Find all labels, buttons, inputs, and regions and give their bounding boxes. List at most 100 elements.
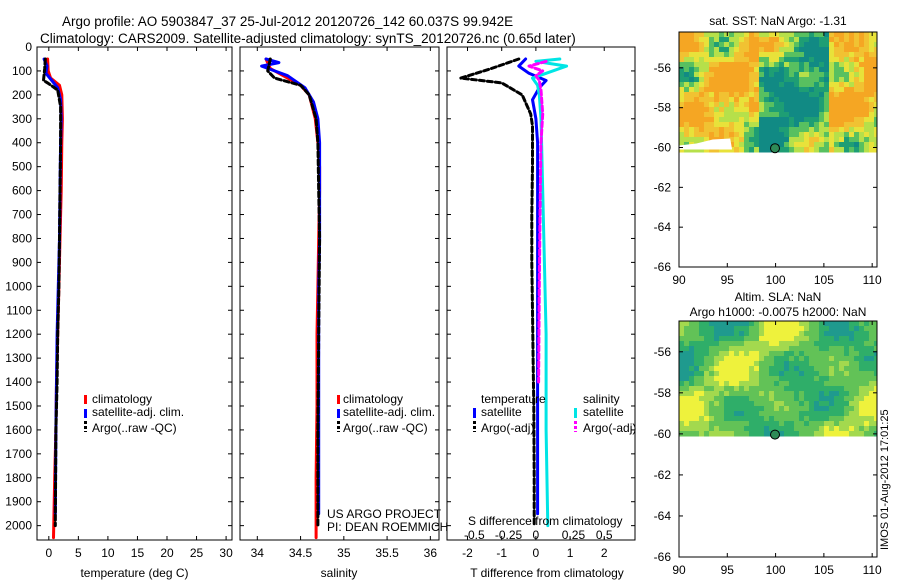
sst-map-cell [754, 142, 760, 148]
sst-map-cell [709, 37, 715, 43]
sst-map-cell [834, 52, 840, 58]
sla-map-cell [849, 426, 855, 432]
sla-map-cell [749, 361, 755, 367]
sst-map-cell [724, 42, 730, 48]
sla-map-cell [809, 426, 815, 432]
sla-map-cell [819, 381, 825, 387]
sst-map-cell [679, 112, 685, 118]
sla-map-cell [819, 411, 825, 417]
sla-map-cell [784, 371, 790, 377]
sla-map-cell [859, 346, 865, 352]
sst-map-cell [799, 112, 805, 118]
sla-map-cell [759, 376, 765, 382]
sla-map-cell [699, 376, 705, 382]
sla-map-cell [699, 416, 705, 422]
sst-map-cell [739, 82, 745, 88]
sst-map-cell [684, 82, 690, 88]
sla-map-cell [724, 406, 730, 412]
sla-map-cell [774, 361, 780, 367]
sla-map-cell [859, 391, 865, 397]
sst-map-cell [769, 87, 775, 93]
sst-map-cell [844, 102, 850, 108]
sst-map-cell [749, 107, 755, 113]
sst-map-cell [784, 77, 790, 83]
sst-map-cell [754, 122, 760, 128]
sla-map-cell [774, 331, 780, 337]
sla-map-cell [769, 416, 775, 422]
sla-map-cell [809, 351, 815, 357]
sst-map-cell [799, 137, 805, 143]
sst-map-cell [754, 52, 760, 58]
sst-map-cell [709, 122, 715, 128]
sst-map-cell [684, 112, 690, 118]
sst-map-cell [764, 82, 770, 88]
sst-map-cell [849, 57, 855, 63]
sst-map-cell [699, 97, 705, 103]
sst-map-cell [749, 102, 755, 108]
sst-map-cell [874, 57, 877, 63]
sst-map-cell [854, 47, 860, 53]
sla-map-cell [784, 416, 790, 422]
sst-map-cell [814, 67, 820, 73]
sla-map-cell [704, 371, 710, 377]
sst-map-cell [734, 57, 740, 63]
sst-map-cell [854, 32, 860, 38]
sst-map-cell [694, 122, 700, 128]
sla-map-cell [744, 381, 750, 387]
sla-map-cell [874, 396, 877, 402]
sla-map-cell [804, 396, 810, 402]
sla-map-cell [854, 331, 860, 337]
sst-map-cell [839, 32, 845, 38]
sla-map-cell [729, 421, 735, 427]
sla-map-cell [764, 406, 770, 412]
sst-map-cell [859, 37, 865, 43]
sla-map-cell [794, 341, 800, 347]
sla-map-cell [849, 381, 855, 387]
sst-map-cell [739, 122, 745, 128]
sst-map-cell [794, 127, 800, 133]
sst-map-cell [714, 37, 720, 43]
sst-map-cell [749, 137, 755, 143]
sst-map-cell [689, 87, 695, 93]
sla-map-cell [699, 366, 705, 372]
sla-map-cell [774, 426, 780, 432]
sla-map-cell [769, 346, 775, 352]
sst-map-cell [859, 52, 865, 58]
sst-map-cell [704, 37, 710, 43]
sst-map-xtick-label: 95 [721, 273, 735, 287]
sst-map-cell [799, 127, 805, 133]
sst-map-cell [829, 102, 835, 108]
sla-map-cell [709, 346, 715, 352]
sla-map-cell [859, 381, 865, 387]
sla-map-cell [804, 426, 810, 432]
sst-map-cell [734, 62, 740, 68]
sst-map-cell [689, 47, 695, 53]
sst-map-cell [839, 57, 845, 63]
sla-map-cell [854, 351, 860, 357]
sst-map-cell [764, 122, 770, 128]
sla-map-cell [869, 391, 875, 397]
sst-map-cell [854, 62, 860, 68]
sla-map-cell [824, 391, 830, 397]
sst-map-cell [699, 137, 705, 143]
sla-map-cell [684, 391, 690, 397]
sla-map-cell [729, 371, 735, 377]
sst-map-cell [679, 87, 685, 93]
sst-map-cell [694, 42, 700, 48]
sst-map-cell [819, 117, 825, 123]
sla-map-cell [699, 371, 705, 377]
sla-map-cell [874, 331, 877, 337]
sst-map-cell [789, 142, 795, 148]
sst-map-cell [764, 112, 770, 118]
sla-map-cell [869, 361, 875, 367]
sla-map-cell [809, 396, 815, 402]
sst-map-cell [744, 32, 750, 38]
sst-map-cell [804, 52, 810, 58]
sla-map-cell [854, 321, 860, 327]
sst-map-cell [769, 132, 775, 138]
sst-map-cell [834, 117, 840, 123]
sla-map-cell [759, 381, 765, 387]
sla-map-cell [859, 401, 865, 407]
sst-map-cell [849, 112, 855, 118]
sst-map-cell [819, 37, 825, 43]
